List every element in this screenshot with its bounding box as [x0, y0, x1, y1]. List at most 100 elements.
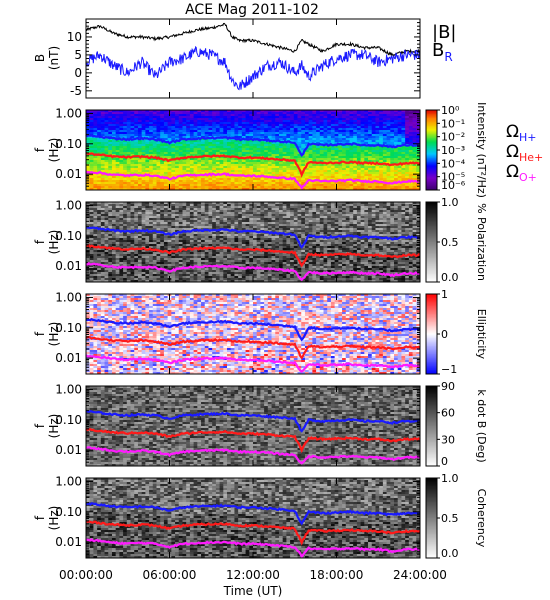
spectrogram-cell	[178, 114, 183, 117]
spectrogram-cell	[182, 150, 187, 153]
spectrogram-cell	[323, 184, 328, 187]
spectrogram-cell	[282, 118, 287, 121]
spectrogram-cell	[238, 110, 243, 113]
spectrogram-cell	[215, 146, 220, 149]
spectrogram-cell	[219, 152, 224, 155]
spectrogram-cell	[186, 166, 191, 169]
spectrogram-cell	[286, 134, 291, 137]
spectrogram-cell	[316, 164, 321, 167]
spectrogram-cell	[319, 174, 324, 177]
spectrogram-cell	[304, 158, 310, 161]
spectrogram-cell	[178, 152, 183, 155]
spectrogram-cell	[256, 160, 261, 163]
spectrogram-cell	[171, 126, 176, 129]
spectrogram-cell	[234, 172, 239, 175]
spectrogram-cell	[175, 170, 180, 173]
spectrogram-cell	[104, 120, 109, 123]
spectrogram-cell	[290, 182, 295, 185]
spectrogram-cell	[123, 162, 128, 165]
spectrogram-cell	[89, 154, 94, 157]
spectrogram-cell	[293, 148, 298, 151]
spectrogram-cell	[215, 134, 220, 137]
spectrogram-cell	[108, 172, 113, 175]
spectrogram-cell	[212, 178, 217, 181]
spectrogram-cell	[201, 142, 206, 145]
spectrogram-cell	[319, 124, 324, 127]
spectrogram-cell	[149, 186, 154, 189]
spectrogram-cell	[108, 150, 113, 153]
spectrogram-cell	[241, 122, 246, 125]
spectrogram-cell	[123, 116, 128, 119]
spectrogram-cell	[282, 126, 287, 129]
spectrogram-cell	[212, 134, 217, 137]
spectrogram-cell	[89, 128, 94, 131]
spectrogram-cell	[301, 144, 306, 147]
spectrogram-cell	[97, 144, 102, 147]
spectrogram-cell	[227, 154, 232, 157]
spectrogram-cell	[137, 188, 143, 191]
spectrogram-cell	[286, 138, 291, 141]
spectrogram-cell	[197, 180, 202, 183]
spectrogram-cell	[256, 184, 261, 187]
spectrogram-cell	[308, 110, 313, 113]
spectrogram-cell	[134, 118, 139, 121]
spectrogram-cell	[230, 160, 235, 163]
spectrogram-cell	[323, 136, 328, 139]
spectrogram-cell	[189, 110, 195, 113]
spectrogram-cell	[338, 132, 343, 135]
spectrogram-cell	[249, 134, 254, 137]
spectrogram-cell	[323, 124, 328, 127]
spectrogram-cell	[137, 176, 143, 179]
spectrogram-cell	[234, 118, 239, 121]
spectrogram-cell	[197, 184, 202, 187]
spectrogram-cell	[193, 148, 198, 151]
spectrogram-cell	[304, 124, 310, 127]
spectrogram-cell	[275, 152, 280, 155]
spectrogram-cell	[97, 176, 102, 179]
spectrogram-cell	[208, 184, 213, 187]
spectrogram-cell	[319, 178, 324, 181]
spectrogram-cell	[186, 180, 191, 183]
spectrogram-cell	[215, 148, 220, 151]
spectrogram-cell	[330, 172, 336, 175]
spectrogram-cell	[189, 114, 195, 117]
spectrogram-cell	[204, 118, 209, 121]
spectrogram-cell	[219, 122, 224, 125]
spectrogram-cell	[227, 122, 232, 125]
spectrogram-cell	[271, 128, 276, 131]
spectrogram-cell	[160, 166, 165, 169]
spectrogram-cell	[282, 138, 287, 141]
spectrogram-cell	[256, 112, 261, 115]
spectrogram-cell	[204, 126, 209, 129]
spectrogram-cell	[156, 118, 161, 121]
y-tick-label: 0.01	[55, 167, 82, 181]
spectrogram-cell	[312, 186, 317, 189]
spectrogram-cell	[204, 122, 209, 125]
spectrogram-cell	[137, 144, 143, 147]
spectrogram-cell	[275, 150, 280, 153]
spectrogram-cell	[275, 170, 280, 173]
spectrogram-cell	[193, 158, 198, 161]
spectrogram-cell	[271, 162, 276, 165]
spectrogram-cell	[319, 156, 324, 159]
spectrogram-cell	[334, 172, 339, 175]
spectrogram-cell	[134, 134, 139, 137]
spectrogram-cell	[241, 130, 246, 133]
spectrogram-cell	[145, 124, 150, 127]
spectrogram-cell	[256, 178, 261, 181]
spectrogram-cell	[249, 132, 254, 135]
spectrogram-cell	[234, 136, 239, 139]
spectrogram-cell	[238, 176, 243, 179]
spectrogram-cell	[171, 124, 176, 127]
spectrogram-cell	[111, 160, 117, 163]
spectrogram-cell	[182, 112, 187, 115]
spectrogram-cell	[316, 156, 321, 159]
spectrogram-cell	[234, 146, 239, 149]
spectrogram-cell	[219, 126, 224, 129]
spectrogram-cell	[201, 150, 206, 153]
spectrogram-cell	[201, 178, 206, 181]
spectrogram-cell	[156, 162, 161, 165]
spectrogram-cell	[319, 172, 324, 175]
spectrogram-cell	[182, 118, 187, 121]
spectrogram-cell	[316, 152, 321, 155]
